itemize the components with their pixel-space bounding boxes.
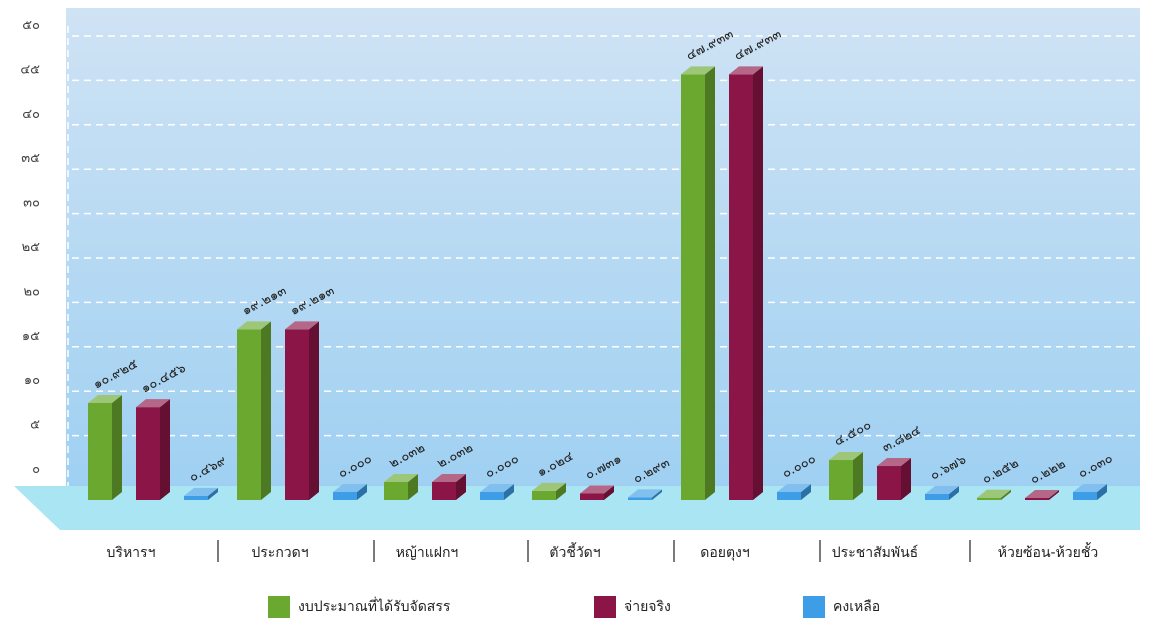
y-tick-label: ๐ — [32, 462, 40, 477]
legend-swatch-series-0 — [268, 596, 290, 618]
bar-top-1 — [432, 473, 466, 482]
x-tick-label: บริหารฯ — [107, 545, 156, 561]
bar-top-0 — [681, 66, 715, 75]
bar-top-0 — [977, 489, 1011, 498]
bar-0 — [88, 402, 112, 500]
bar-0 — [237, 329, 261, 500]
bar-top-1 — [136, 399, 170, 408]
y-tick-label: ๑๐ — [24, 373, 40, 388]
y-tick-label: ๑๕ — [22, 329, 40, 344]
bar-side-1 — [901, 458, 911, 500]
x-tick-label: ตัวชี้วัดฯ — [549, 542, 600, 561]
bar-1 — [432, 481, 456, 500]
x-tick-label: ประชาสัมพันธ์ — [832, 544, 918, 561]
legend-label-series-2: คงเหลือ — [833, 599, 881, 615]
x-tick-label: ห้วยซ้อน-ห้วยชั้ว — [998, 542, 1098, 561]
bar-2 — [925, 493, 949, 500]
bar-top-1 — [1025, 490, 1059, 498]
bar-top-0 — [829, 452, 863, 461]
bar-side-0 — [705, 66, 715, 501]
bar-top-2 — [628, 489, 662, 498]
bar-top-0 — [384, 473, 418, 482]
bar-side-1 — [604, 485, 614, 500]
floor-plane — [14, 486, 1140, 530]
bar-side-2 — [801, 484, 811, 500]
x-axis: บริหารฯ ประกวดฯ หญ้าแฝกฯ ตัวชี้วัดฯ ดอยตุงฯ ป… — [107, 540, 1098, 562]
legend-item-series-0: งบประมาณที่ได้รับจัดสรร — [268, 593, 450, 621]
bar-side-0 — [556, 482, 566, 500]
bar-1 — [285, 329, 309, 500]
bar-0 — [829, 460, 853, 500]
chart-floor — [14, 486, 1140, 530]
bar-1 — [729, 74, 753, 501]
y-tick-label: ๒๕ — [22, 240, 41, 255]
bar-top-2 — [184, 487, 218, 496]
bar-2 — [480, 492, 504, 500]
bar-top-1 — [877, 458, 911, 467]
bar-side-1 — [160, 399, 170, 500]
bar-side-1 — [753, 66, 763, 501]
bar-2 — [777, 492, 801, 500]
legend-swatch-series-1 — [594, 596, 616, 618]
bars — [88, 66, 1107, 501]
bar-top-2 — [333, 484, 367, 492]
bar-2 — [1073, 492, 1097, 500]
x-tick-label: ดอยตุงฯ — [700, 545, 750, 561]
bar-side-1 — [456, 473, 466, 500]
bar-0 — [384, 481, 408, 500]
legend-label-series-1: จ่ายจริง — [624, 599, 671, 615]
bar-side-0 — [408, 473, 418, 500]
bar-1 — [877, 466, 901, 500]
y-tick-label: ๕๐ — [22, 18, 40, 33]
bar-2 — [333, 492, 357, 500]
y-tick-label: ๓๐ — [23, 196, 40, 211]
legend: งบประมาณที่ได้รับจัดสรร จ่ายจริง คงเหลือ — [0, 593, 1156, 621]
bar-1 — [580, 493, 604, 500]
bar-side-1 — [309, 321, 319, 500]
legend-item-series-2: คงเหลือ — [803, 593, 880, 621]
bar-2 — [628, 497, 652, 500]
bar-1 — [1025, 498, 1049, 500]
x-tick-label: ประกวดฯ — [251, 545, 308, 561]
bar-top-0 — [88, 394, 122, 403]
bar-side-2 — [357, 484, 367, 500]
bar-0 — [681, 74, 705, 501]
bar-side-2 — [1097, 484, 1107, 500]
bar-top-2 — [925, 485, 959, 494]
y-tick-label: ๔๕ — [20, 62, 40, 77]
bar-side-0 — [1001, 489, 1011, 500]
bar-side-2 — [208, 487, 218, 500]
bar-side-0 — [112, 394, 122, 500]
bar-top-0 — [237, 321, 271, 330]
bar-top-1 — [580, 485, 614, 494]
y-tick-label: ๒๐ — [23, 284, 40, 299]
bar-side-2 — [504, 484, 514, 500]
bar-2 — [184, 495, 208, 500]
bar-top-2 — [1073, 484, 1107, 492]
gridlines — [67, 26, 1140, 488]
bar-side-0 — [261, 321, 271, 500]
bar-0 — [532, 490, 556, 500]
bar-top-1 — [285, 321, 319, 330]
bar-top-2 — [480, 484, 514, 492]
bar-top-2 — [777, 484, 811, 492]
y-axis-tick-labels: ๐ ๕ ๑๐ ๑๕ ๒๐ ๒๕ ๓๐ ๓๕ ๔๐ ๔๕ ๕๐ — [20, 18, 40, 477]
bar-side-0 — [853, 452, 863, 500]
bar-1 — [136, 407, 160, 500]
y-tick-label: ๕ — [30, 418, 40, 433]
bar-side-2 — [949, 485, 959, 500]
legend-swatch-series-2 — [803, 596, 825, 618]
bar-side-1 — [1049, 490, 1059, 500]
bar-side-2 — [652, 489, 662, 500]
bar-top-0 — [532, 482, 566, 491]
legend-item-series-1: จ่ายจริง — [594, 593, 671, 621]
bar-0 — [977, 497, 1001, 500]
y-tick-label: ๔๐ — [22, 107, 40, 122]
y-tick-label: ๓๕ — [21, 151, 40, 166]
x-tick-label: หญ้าแฝกฯ — [396, 545, 459, 561]
legend-label-series-0: งบประมาณที่ได้รับจัดสรร — [298, 599, 451, 615]
bar-top-1 — [729, 66, 763, 75]
